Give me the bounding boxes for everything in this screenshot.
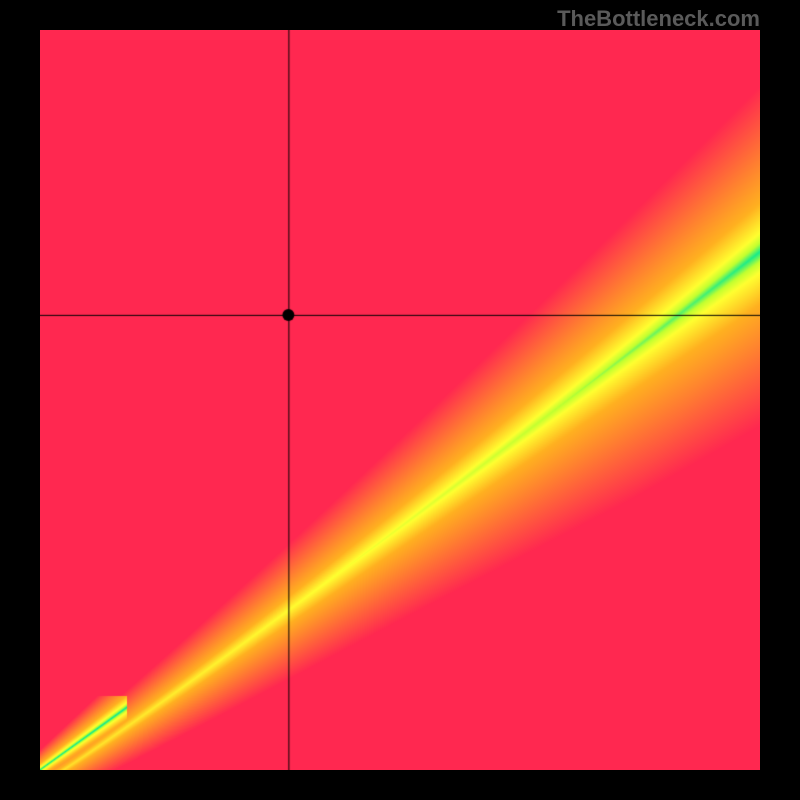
watermark-text: TheBottleneck.com bbox=[557, 6, 760, 32]
bottleneck-heatmap bbox=[40, 30, 760, 770]
chart-container: TheBottleneck.com bbox=[0, 0, 800, 800]
